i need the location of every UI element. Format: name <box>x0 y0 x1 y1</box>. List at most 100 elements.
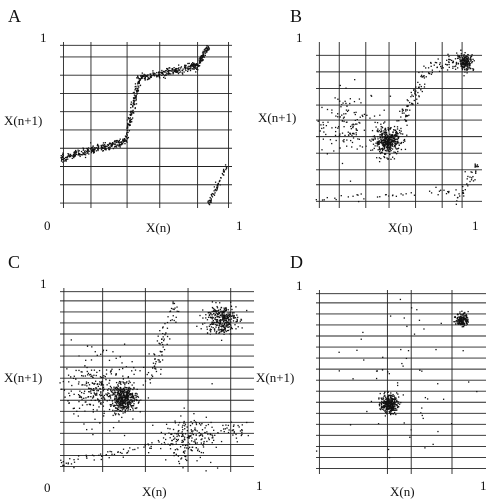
scatter-point <box>199 62 202 64</box>
scatter-point <box>97 389 100 392</box>
scatter-point <box>200 438 202 441</box>
scatter-point <box>164 71 166 73</box>
scatter-point <box>466 63 468 65</box>
scatter-point <box>454 321 456 323</box>
scatter-point <box>76 410 78 412</box>
scatter-point <box>402 109 404 112</box>
scatter-point <box>405 110 407 112</box>
scatter-point <box>390 144 393 146</box>
scatter-point <box>349 98 351 100</box>
scatter-point <box>463 75 465 77</box>
scatter-point <box>382 398 385 400</box>
scatter-point <box>222 326 225 328</box>
scatter-point <box>384 403 387 405</box>
scatter-point <box>387 448 390 451</box>
scatter-point <box>94 351 96 353</box>
scatter-point <box>175 443 177 445</box>
scatter-point <box>146 79 149 81</box>
scatter-point <box>225 324 227 327</box>
scatter-point <box>126 393 128 396</box>
scatter-point <box>159 343 161 345</box>
scatter-point <box>222 170 225 172</box>
scatter-point <box>123 394 125 396</box>
scatter-point <box>350 139 352 142</box>
scatter-point <box>229 328 232 330</box>
scatter-point <box>85 456 88 458</box>
scatter-point <box>126 132 128 134</box>
scatter-point <box>380 128 382 130</box>
scatter-point <box>224 315 226 317</box>
scatter-point <box>105 145 107 147</box>
scatter-point <box>166 327 169 329</box>
scatter-point <box>66 368 68 370</box>
scatter-point <box>136 393 138 395</box>
scatter-point <box>182 428 184 431</box>
scatter-point <box>178 64 180 66</box>
scatter-point <box>465 62 467 65</box>
scatter-point <box>117 140 119 142</box>
scatter-point <box>376 122 379 124</box>
scatter-point <box>147 443 149 445</box>
scatter-point <box>188 436 190 438</box>
scatter-point <box>170 433 172 435</box>
scatter-point <box>223 318 225 320</box>
scatter-point <box>133 102 135 105</box>
scatter-point <box>184 67 187 70</box>
scatter-point <box>131 404 133 407</box>
scatter-point <box>465 57 467 59</box>
scatter-point <box>177 455 180 457</box>
scatter-point <box>460 314 462 316</box>
scatter-point <box>130 405 132 407</box>
scatter-point <box>188 68 191 70</box>
y-tick-label-end: 1 <box>296 30 303 45</box>
scatter-point <box>158 441 160 443</box>
scatter-point <box>461 60 463 62</box>
scatter-point <box>121 389 123 391</box>
scatter-point <box>469 67 471 70</box>
scatter-point <box>387 129 390 132</box>
scatter-point <box>462 321 464 323</box>
scatter-point <box>87 147 90 149</box>
scatter-point <box>201 429 204 431</box>
scatter-point <box>121 401 124 403</box>
scatter-point <box>127 123 130 125</box>
scatter-point <box>171 439 173 442</box>
scatter-point <box>338 135 340 137</box>
scatter-point <box>380 130 383 132</box>
scatter-point <box>229 314 231 316</box>
scatter-point <box>237 316 239 319</box>
scatter-point <box>391 141 393 143</box>
scatter-point <box>421 370 423 372</box>
scatter-point <box>464 60 466 63</box>
scatter-point <box>162 437 165 439</box>
scatter-point <box>397 402 399 405</box>
scatter-point <box>232 316 234 318</box>
scatter-point <box>353 100 356 103</box>
scatter-point <box>357 138 359 140</box>
scatter-point <box>90 373 92 376</box>
scatter-point <box>171 67 174 70</box>
scatter-point <box>132 99 135 102</box>
scatter-point <box>223 322 226 325</box>
scatter-point <box>385 408 387 410</box>
scatter-point <box>192 65 194 67</box>
scatter-point <box>465 55 467 57</box>
scatter-point <box>182 433 184 435</box>
scatter-point <box>343 139 345 141</box>
scatter-point <box>460 319 462 321</box>
scatter-point <box>399 131 401 134</box>
scatter-point <box>230 301 232 303</box>
scatter-point <box>470 58 472 61</box>
scatter-point <box>187 68 189 70</box>
scatter-point <box>236 319 238 321</box>
scatter-point <box>392 156 394 158</box>
scatter-point <box>394 145 397 147</box>
scatter-point <box>126 452 128 454</box>
scatter-point <box>391 406 393 409</box>
scatter-point <box>190 421 192 423</box>
scatter-point <box>390 142 392 145</box>
scatter-point <box>196 325 198 327</box>
scatter-point <box>459 60 462 62</box>
scatter-point <box>398 396 400 398</box>
scatter-point <box>321 106 323 109</box>
